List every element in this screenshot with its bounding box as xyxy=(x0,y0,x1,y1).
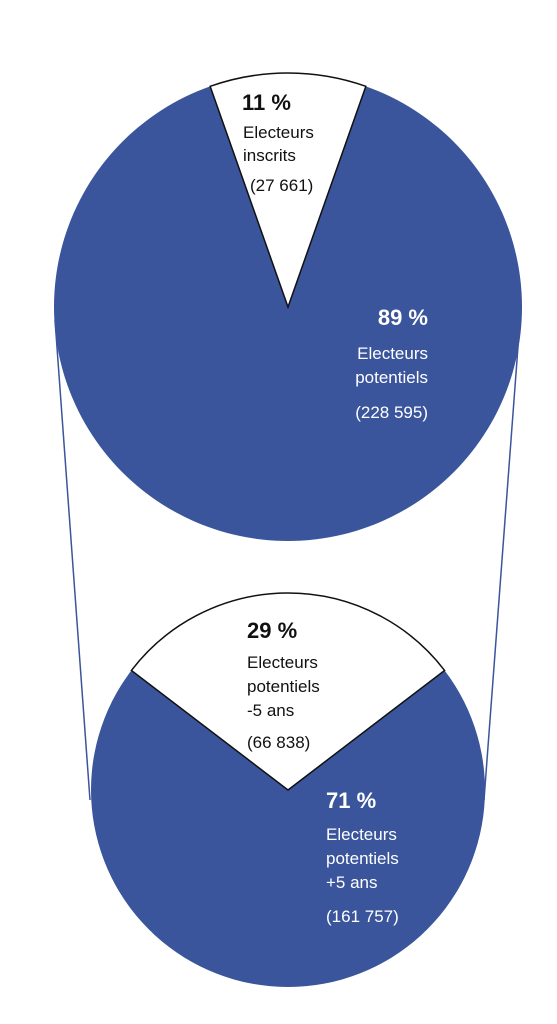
slice-label-moins-5-ans-line1: Electeurs xyxy=(247,653,318,672)
slice-label-inscrits-line1: Electeurs xyxy=(243,123,314,142)
connector-line-right xyxy=(483,319,521,801)
pie-slice-moins-5-ans xyxy=(130,592,446,791)
slice-percent-plus-5-ans: 71 % xyxy=(326,788,376,813)
slice-count-inscrits: (27 661) xyxy=(250,176,313,195)
pie-slice-plus-5-ans xyxy=(90,670,485,987)
connector-line-left xyxy=(54,319,91,801)
slice-label-moins-5-ans-line3: -5 ans xyxy=(247,701,294,720)
slice-count-potentiels: (228 595) xyxy=(355,403,428,422)
pie-slice-electeurs-inscrits xyxy=(209,72,367,310)
slice-label-plus-5-ans-line1: Electeurs xyxy=(326,825,397,844)
slice-label-moins-5-ans-line2: potentiels xyxy=(247,677,320,696)
slice-label-inscrits-line2: inscrits xyxy=(243,146,296,165)
slice-label-plus-5-ans-line3: +5 ans xyxy=(326,873,378,892)
bottom-pie xyxy=(90,592,485,987)
slice-percent-potentiels: 89 % xyxy=(378,305,428,330)
pie-slice-electeurs-potentiels xyxy=(54,86,523,542)
slice-count-moins-5-ans: (66 838) xyxy=(247,733,310,752)
slice-percent-moins-5-ans: 29 % xyxy=(247,618,297,643)
slice-label-potentiels-line1: Electeurs xyxy=(357,344,428,363)
slice-label-plus-5-ans-line2: potentiels xyxy=(326,849,399,868)
slice-label-potentiels-line2: potentiels xyxy=(355,368,428,387)
slice-percent-inscrits: 11 % xyxy=(242,90,291,115)
slice-count-plus-5-ans: (161 757) xyxy=(326,907,399,926)
top-pie xyxy=(54,72,523,542)
